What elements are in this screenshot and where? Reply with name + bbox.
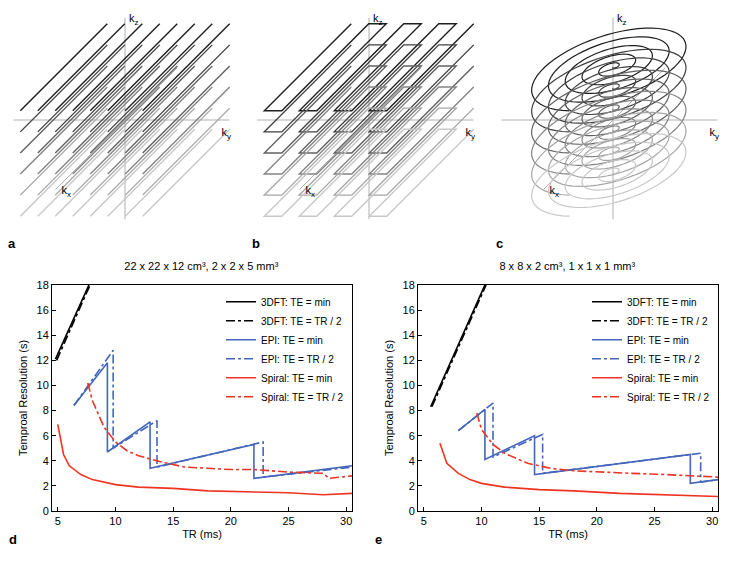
svg-text:ky: ky xyxy=(221,126,231,141)
svg-text:10: 10 xyxy=(403,379,415,391)
svg-text:14: 14 xyxy=(37,329,49,341)
svg-text:EPI: TE = min: EPI: TE = min xyxy=(261,335,323,346)
svg-text:kx: kx xyxy=(549,184,559,199)
svg-text:e: e xyxy=(375,532,382,547)
svg-text:Spiral: TE = TR / 2: Spiral: TE = TR / 2 xyxy=(627,392,710,403)
svg-text:TR (ms): TR (ms) xyxy=(548,528,588,540)
svg-text:Temproal Resolution (s): Temproal Resolution (s) xyxy=(17,340,29,456)
svg-text:Temproal Resolution (s): Temproal Resolution (s) xyxy=(383,340,395,456)
svg-text:16: 16 xyxy=(37,304,49,316)
svg-text:kx: kx xyxy=(61,184,71,199)
svg-text:Spiral: TE = TR / 2: Spiral: TE = TR / 2 xyxy=(261,392,344,403)
svg-text:10: 10 xyxy=(37,379,49,391)
svg-text:TR (ms): TR (ms) xyxy=(182,528,222,540)
svg-text:8: 8 xyxy=(43,404,49,416)
svg-text:kz: kz xyxy=(373,12,383,27)
svg-text:b: b xyxy=(252,236,260,251)
svg-text:12: 12 xyxy=(37,354,49,366)
svg-text:kz: kz xyxy=(129,12,139,27)
svg-text:10: 10 xyxy=(475,515,487,527)
svg-text:2: 2 xyxy=(43,480,49,492)
svg-text:5: 5 xyxy=(55,515,61,527)
svg-text:d: d xyxy=(9,532,17,547)
svg-text:ky: ky xyxy=(709,126,719,141)
svg-text:Spiral: TE = min: Spiral: TE = min xyxy=(261,373,332,384)
svg-text:6: 6 xyxy=(43,430,49,442)
svg-text:16: 16 xyxy=(403,304,415,316)
svg-text:EPI: TE = min: EPI: TE = min xyxy=(627,335,689,346)
svg-text:25: 25 xyxy=(282,515,294,527)
svg-text:kx: kx xyxy=(305,184,315,199)
svg-text:Spiral: TE = min: Spiral: TE = min xyxy=(627,373,698,384)
svg-text:18: 18 xyxy=(37,279,49,291)
svg-text:2: 2 xyxy=(409,480,415,492)
svg-text:25: 25 xyxy=(648,515,660,527)
svg-text:12: 12 xyxy=(403,354,415,366)
svg-text:3DFT: TE = min: 3DFT: TE = min xyxy=(627,297,697,308)
svg-text:0: 0 xyxy=(409,505,415,517)
svg-text:8: 8 xyxy=(409,404,415,416)
svg-text:3DFT: TE = TR / 2: 3DFT: TE = TR / 2 xyxy=(627,316,708,327)
svg-text:14: 14 xyxy=(403,329,415,341)
svg-text:5: 5 xyxy=(421,515,427,527)
svg-text:4: 4 xyxy=(43,455,49,467)
svg-text:15: 15 xyxy=(167,515,179,527)
svg-text:30: 30 xyxy=(340,515,352,527)
svg-text:3DFT: TE = TR / 2: 3DFT: TE = TR / 2 xyxy=(261,316,342,327)
svg-text:a: a xyxy=(8,236,16,251)
svg-text:3DFT: TE = min: 3DFT: TE = min xyxy=(261,297,331,308)
svg-text:c: c xyxy=(496,236,503,251)
svg-text:ky: ky xyxy=(465,126,475,141)
svg-text:18: 18 xyxy=(403,279,415,291)
svg-text:EPI: TE = TR / 2: EPI: TE = TR / 2 xyxy=(261,354,334,365)
svg-text:20: 20 xyxy=(225,515,237,527)
svg-text:kz: kz xyxy=(617,12,627,27)
svg-text:10: 10 xyxy=(109,515,121,527)
svg-text:20: 20 xyxy=(591,515,603,527)
svg-text:30: 30 xyxy=(706,515,718,527)
svg-text:15: 15 xyxy=(533,515,545,527)
svg-text:6: 6 xyxy=(409,430,415,442)
svg-text:8 x 8 x 2 cm³, 1 x 1 x 1 mm³: 8 x 8 x 2 cm³, 1 x 1 x 1 mm³ xyxy=(499,260,635,272)
svg-text:EPI: TE = TR / 2: EPI: TE = TR / 2 xyxy=(627,354,700,365)
svg-text:22 x 22 x 12 cm³, 2 x 2 x 5 mm: 22 x 22 x 12 cm³, 2 x 2 x 5 mm³ xyxy=(124,260,278,272)
svg-text:4: 4 xyxy=(409,455,415,467)
svg-text:0: 0 xyxy=(43,505,49,517)
